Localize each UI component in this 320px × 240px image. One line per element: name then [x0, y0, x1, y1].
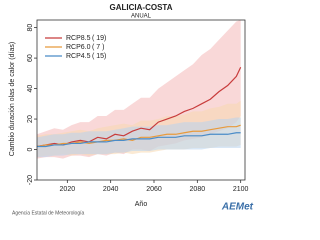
- y-tick-label: 80: [27, 24, 34, 32]
- legend-count: ( 7 ): [92, 44, 104, 51]
- legend-label: RCP6.0: [66, 44, 91, 51]
- chart: GALICIA-COSTA ANUAL Cambio duración olas…: [9, 3, 254, 216]
- legend-label: RCP4.5: [66, 53, 91, 60]
- x-tick-label: 2040: [103, 186, 119, 193]
- legend-count: ( 19): [92, 35, 106, 42]
- x-tick-label: 2060: [146, 186, 162, 193]
- plot-frame: [36, 19, 246, 181]
- chart-title: GALICIA-COSTA: [110, 3, 173, 12]
- footer-agency: Agencia Estatal de Meteorología: [12, 210, 84, 216]
- footer-logo: AEMet: [221, 202, 254, 213]
- series-line: [37, 132, 241, 148]
- x-axis-label: Año: [135, 201, 148, 208]
- y-tick-label: 0: [27, 147, 34, 151]
- y-tick-label: 20: [27, 115, 34, 123]
- legend-label: RCP8.5: [66, 35, 91, 42]
- y-tick-label: 40: [27, 85, 34, 93]
- x-tick-label: 2100: [233, 186, 249, 193]
- uncertainty-band: [37, 117, 241, 158]
- y-axis-label: Cambio duración olas de calor (días): [9, 42, 16, 156]
- y-tick-label: -20: [27, 175, 34, 185]
- series-line: [36, 66, 242, 148]
- chart-subtitle: ANUAL: [131, 14, 152, 20]
- y-tick-label: 60: [27, 54, 34, 62]
- x-tick-label: 2020: [60, 186, 76, 193]
- legend-count: ( 15): [92, 53, 106, 60]
- x-tick-label: 2080: [190, 186, 206, 193]
